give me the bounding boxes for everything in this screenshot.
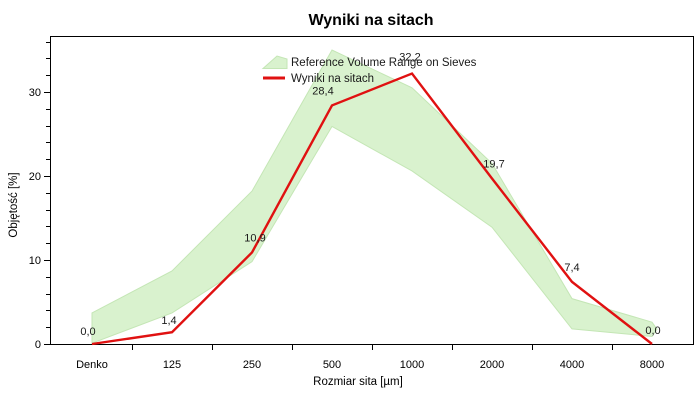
chart-title: Wyniki na sitach (308, 12, 433, 29)
legend: Reference Volume Range on Sieves Wyniki n… (261, 55, 477, 85)
data-label: 28,4 (312, 85, 333, 97)
data-label: 10,9 (244, 232, 265, 244)
plot-frame (50, 36, 694, 345)
x-tick-label: 125 (163, 359, 181, 371)
data-label: 0,0 (80, 326, 95, 338)
x-tick-label: 8000 (640, 359, 664, 371)
data-label: 32,2 (399, 52, 420, 64)
reference-band (91, 49, 658, 344)
results-line (91, 72, 653, 346)
x-axis-title: Rozmiar sita [µm] (313, 376, 403, 388)
y-tick-label: 20 (29, 171, 41, 183)
x-tick-label: 1000 (400, 359, 424, 371)
x-tick-label: 2000 (480, 359, 504, 371)
y-tick-label: 0 (35, 339, 41, 351)
y-tick-label: 30 (29, 87, 41, 99)
x-tick-label: 4000 (560, 359, 584, 371)
data-label: 1,4 (161, 315, 176, 327)
legend-band-swatch (261, 55, 288, 69)
y-tick-label: 10 (29, 255, 41, 267)
data-label: 19,7 (483, 159, 504, 171)
data-label: 7,4 (564, 262, 579, 274)
y-axis-title: Objętość [%] (8, 172, 20, 237)
x-tick-label: 250 (243, 359, 261, 371)
legend-label: Wyniki na sitach (291, 73, 374, 85)
legend-label: Reference Volume Range on Sieves (291, 57, 477, 69)
data-label: 0,0 (645, 325, 660, 337)
plot-area: Denko 125 250 500 1000 2000 4000 8000 0 10 20 30 0,0… (29, 36, 694, 371)
x-tick-label: Denko (76, 359, 108, 371)
x-tick-label: 500 (323, 359, 341, 371)
